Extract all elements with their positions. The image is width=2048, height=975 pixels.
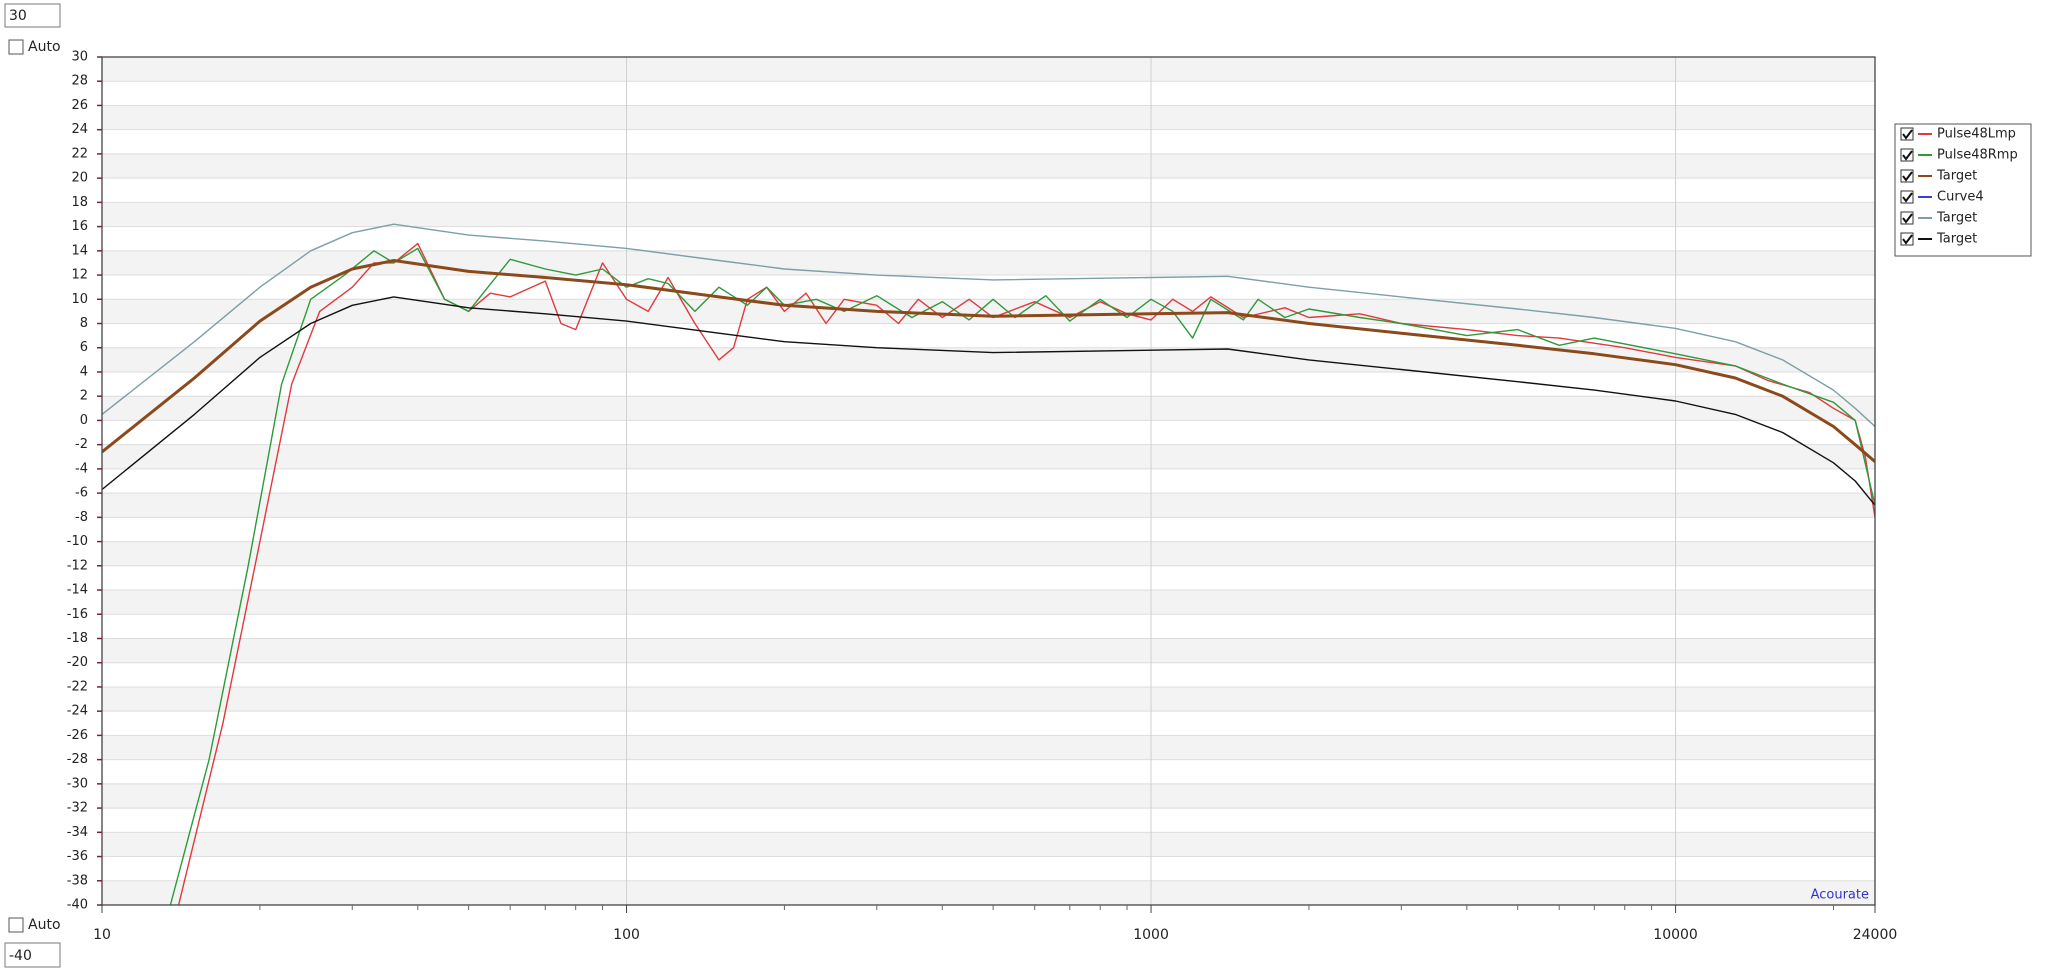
y-tick-label: 28 xyxy=(71,74,88,89)
y-tick-label: -40 xyxy=(67,898,88,913)
y-tick-label: -14 xyxy=(67,583,88,598)
grid-band xyxy=(102,590,1875,615)
y-tick-label: -20 xyxy=(67,655,88,670)
y-tick-label: -22 xyxy=(67,679,88,694)
series-line xyxy=(102,223,1875,428)
y-tick-label: -8 xyxy=(75,510,88,525)
y-tick-label: -12 xyxy=(67,558,88,573)
legend xyxy=(1894,123,2032,257)
x-tick-label: 10 xyxy=(93,927,111,943)
series-line xyxy=(102,296,1875,506)
grid-band xyxy=(102,347,1875,372)
grid-band xyxy=(102,638,1875,663)
y-tick-label: -38 xyxy=(67,873,88,888)
auto-checkbox[interactable] xyxy=(8,39,24,55)
x-tick-label: 24000 xyxy=(1853,927,1898,943)
y-tick-label: 22 xyxy=(71,146,88,161)
watermark: Acourate xyxy=(1811,888,1869,903)
y-tick-label: -36 xyxy=(67,849,88,864)
y-tick-label: -6 xyxy=(75,486,88,501)
legend-entries: Pulse48Lmp Pulse48Rmp Target Curve4 Target Ta… xyxy=(1900,127,2018,247)
auto-label: Auto xyxy=(28,39,61,55)
grid xyxy=(101,56,1876,906)
y-tick-label: 14 xyxy=(71,243,88,258)
y-tick-label: -18 xyxy=(67,631,88,646)
plot-lines xyxy=(102,223,1875,905)
plot-frame xyxy=(101,56,1876,906)
grid-band xyxy=(102,735,1875,760)
y-tick-label: 26 xyxy=(71,98,88,113)
grid-band xyxy=(102,396,1875,421)
auto-checkbox[interactable] xyxy=(8,917,24,933)
y-tick-label: 0 xyxy=(80,413,88,428)
y-tick-label: -28 xyxy=(67,752,88,767)
legend-check xyxy=(1902,171,1913,182)
series-line xyxy=(102,259,1875,463)
legend-label: Target xyxy=(1936,169,1977,184)
y-tick-label: 20 xyxy=(71,171,88,186)
y-tick-label: -32 xyxy=(67,801,88,816)
legend-check xyxy=(1902,129,1913,140)
grid-band xyxy=(102,541,1875,566)
x-tick-label: 100 xyxy=(613,927,640,943)
grid-band xyxy=(102,832,1875,857)
legend-check xyxy=(1902,150,1913,161)
y-tick-label: 12 xyxy=(71,268,88,283)
y-tick-label: 24 xyxy=(71,122,88,137)
x-tick-label: 1000 xyxy=(1133,927,1169,943)
y-tick-label: 30 xyxy=(71,50,88,65)
grid-band xyxy=(102,880,1875,905)
y-max-value: 30 xyxy=(9,8,27,24)
y-tick-label: -16 xyxy=(67,607,88,622)
y-min-input[interactable] xyxy=(4,942,61,968)
y-tick-label: -4 xyxy=(75,461,88,476)
y-tick-label: 2 xyxy=(80,389,88,404)
grid-band xyxy=(102,105,1875,130)
legend-check xyxy=(1902,192,1913,203)
legend-check xyxy=(1902,213,1913,224)
legend-label: Target xyxy=(1936,232,1977,247)
grid-band xyxy=(102,153,1875,179)
axes: -40-38-36-34-32-30-28-26-24-22-20-18-16-… xyxy=(67,50,1898,944)
legend-label: Curve4 xyxy=(1937,190,1984,205)
grid-band xyxy=(102,783,1875,809)
y-tick-label: -30 xyxy=(67,776,88,791)
y-tick-label: 16 xyxy=(71,219,88,234)
grid-band xyxy=(102,686,1875,712)
legend-label: Pulse48Lmp xyxy=(1937,127,2016,142)
y-tick-label: -10 xyxy=(67,534,88,549)
y-tick-label: 10 xyxy=(71,292,88,307)
y-tick-label: -26 xyxy=(67,728,88,743)
x-tick-label: 10000 xyxy=(1653,927,1698,943)
legend-label: Target xyxy=(1936,211,1977,226)
y-max-input[interactable] xyxy=(4,3,61,28)
y-tick-label: -2 xyxy=(75,437,88,452)
y-tick-label: 4 xyxy=(80,364,88,379)
y-tick-label: 18 xyxy=(71,195,88,210)
grid-band xyxy=(102,444,1875,469)
y-tick-label: -34 xyxy=(67,825,88,840)
legend-check xyxy=(1902,234,1913,245)
grid-band xyxy=(102,202,1875,227)
auto-label: Auto xyxy=(28,917,61,933)
grid-band xyxy=(102,57,1875,82)
y-tick-label: -24 xyxy=(67,704,88,719)
y-tick-label: 6 xyxy=(80,340,88,355)
legend-label: Pulse48Rmp xyxy=(1937,148,2018,163)
y-min-value: -40 xyxy=(9,948,32,964)
series-line xyxy=(169,247,1875,905)
grid-band xyxy=(102,493,1875,518)
grid-band xyxy=(102,250,1875,276)
plot-background xyxy=(102,57,1875,905)
y-tick-label: 8 xyxy=(80,316,88,331)
